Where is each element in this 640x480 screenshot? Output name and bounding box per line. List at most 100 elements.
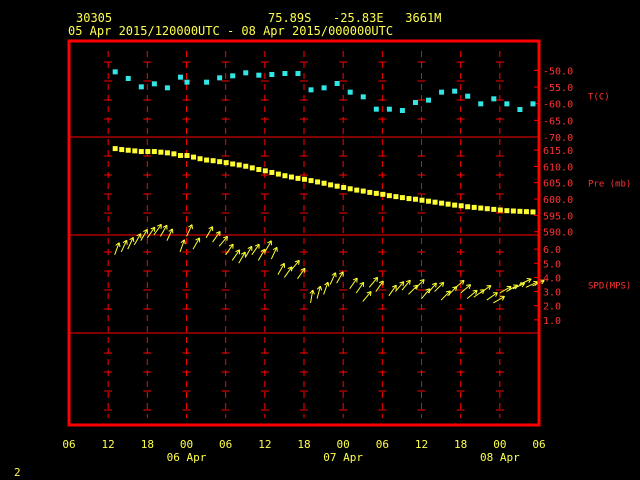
- wind-arrow: [238, 251, 246, 264]
- pressure-point: [302, 176, 307, 182]
- wind-arrow: [434, 281, 445, 292]
- pressure-point: [517, 208, 523, 214]
- y-tick-label: 3.0: [543, 288, 561, 299]
- pressure-point: [406, 196, 412, 202]
- wind-arrow: [519, 278, 532, 285]
- pressure-point: [112, 146, 118, 152]
- temperature-point: [334, 81, 340, 86]
- x-tick-label: 18: [297, 438, 310, 451]
- pressure-point: [230, 161, 236, 167]
- pressure-point: [419, 197, 425, 203]
- wind-arrow: [133, 233, 142, 246]
- temperature-point: [452, 88, 458, 94]
- temperature-point: [282, 71, 288, 76]
- x-tick-label: 06: [62, 438, 75, 451]
- wind-arrow: [460, 284, 472, 294]
- plot-frame: [67, 39, 541, 427]
- pressure-point: [321, 180, 327, 186]
- y-tick-label: 5.0: [543, 259, 561, 270]
- temperature-point: [269, 72, 275, 77]
- wind-arrow: [114, 242, 121, 255]
- pressure-point: [191, 154, 197, 160]
- x-tick-label: 06: [376, 438, 389, 451]
- pressure-point: [465, 204, 471, 210]
- x-tick-label: 00: [493, 438, 506, 451]
- wind-arrow: [251, 243, 260, 256]
- wind-arrow: [225, 243, 234, 256]
- wind-arrow: [153, 223, 162, 236]
- panel-label: Pre (mb): [588, 180, 631, 190]
- pressure-point: [275, 171, 281, 177]
- temperature-point: [256, 72, 262, 78]
- pressure-point: [243, 163, 249, 169]
- pressure-point: [177, 152, 183, 158]
- wind-arrow: [309, 289, 315, 303]
- wind-arrow: [375, 280, 384, 292]
- wind-arrow: [284, 266, 293, 278]
- wind-arrow: [212, 230, 221, 243]
- wind-arrow: [466, 289, 478, 300]
- wind-arrow: [218, 235, 228, 247]
- temperature-point: [478, 101, 484, 107]
- temperature-point: [177, 74, 183, 80]
- temperature-point: [308, 87, 314, 93]
- pressure-point: [497, 207, 503, 213]
- x-tick-label: 18: [141, 438, 154, 451]
- y-tick-label: -70.0: [543, 133, 573, 144]
- pressure-point: [184, 152, 190, 158]
- x-tick-label: 00: [180, 438, 193, 451]
- temperature-point: [125, 76, 131, 81]
- pressure-point: [386, 193, 392, 199]
- pressure-point: [217, 159, 223, 165]
- x-tick-label: 18: [454, 438, 467, 451]
- wind-arrow: [414, 279, 425, 290]
- pressure-point: [439, 200, 445, 206]
- x-tick-label: 12: [258, 438, 271, 451]
- x-date-label: 06 Apr: [167, 451, 207, 464]
- temperature-point: [491, 96, 497, 102]
- pressure-point: [223, 160, 229, 166]
- wind-arrow: [244, 245, 253, 258]
- wind-arrow: [349, 277, 358, 290]
- pressure-point: [458, 203, 464, 209]
- wind-arrow: [205, 226, 214, 239]
- pressure-point: [295, 175, 301, 181]
- temperature-point: [386, 106, 392, 112]
- wind-arrow: [408, 284, 419, 295]
- pressure-point: [171, 151, 177, 157]
- pressure-point: [334, 183, 340, 189]
- wind-arrow: [290, 259, 300, 271]
- temperature-point: [112, 69, 118, 75]
- temperature-point: [295, 71, 301, 76]
- pressure-point: [399, 195, 405, 201]
- wind-arrow: [440, 290, 451, 301]
- wind-arrow: [316, 285, 323, 299]
- temperature-point: [412, 100, 418, 105]
- wind-arrow: [486, 292, 498, 301]
- wind-arrow: [427, 282, 437, 294]
- wind-arrow: [146, 226, 156, 239]
- grid-layer: [69, 51, 539, 418]
- axis-labels: 06 12 18 00 06 12 18 00 06 12 18 00 06 06 Apr 07 Apr 08…: [62, 66, 631, 464]
- wind-arrow: [140, 228, 148, 241]
- pressure-point: [445, 201, 451, 207]
- pressure-point: [164, 150, 170, 156]
- y-tick-label: -60.0: [543, 100, 573, 111]
- panel-label: SPD(MPS): [588, 282, 631, 292]
- pressure-point: [256, 167, 262, 173]
- wind-arrow: [120, 239, 128, 253]
- temperature-point: [504, 101, 510, 107]
- y-tick-label: 610.0: [543, 162, 573, 173]
- pressure-point: [132, 148, 138, 154]
- temperature-point: [517, 107, 523, 112]
- pressure-point: [471, 204, 477, 210]
- y-tick-label: 615.0: [543, 146, 573, 157]
- pressure-point: [412, 196, 418, 202]
- pressure-point: [249, 165, 255, 171]
- wind-arrow: [231, 249, 241, 261]
- panel-label: T(C): [588, 92, 610, 102]
- pressure-point: [478, 205, 484, 211]
- pressure-point: [341, 184, 347, 190]
- pressure-point: [393, 194, 399, 200]
- wind-arrow: [323, 281, 330, 295]
